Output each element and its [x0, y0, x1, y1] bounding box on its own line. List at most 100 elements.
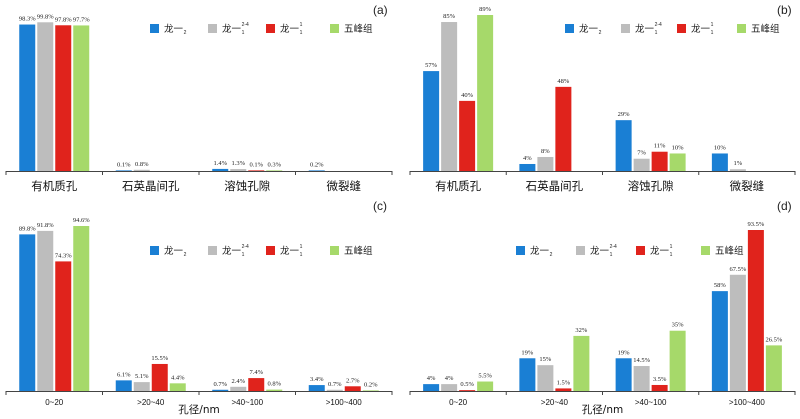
panel-label: (b): [777, 3, 792, 17]
category-label: >40~100: [231, 398, 263, 407]
bar: [326, 389, 343, 391]
panel-3: 4% 4%0.5%5.5%0~2019%15%1.5%32%>20~4019%14…: [409, 199, 796, 416]
bar: [633, 158, 650, 171]
legend-label: 龙一: [691, 23, 711, 35]
bar: [441, 384, 458, 391]
legend-label-superscript: 2-4: [242, 244, 249, 250]
bar: [55, 25, 72, 171]
data-label: 11%: [654, 143, 666, 150]
bar: [37, 22, 54, 171]
legend-swatch: [565, 24, 574, 33]
data-label: 10%: [714, 144, 727, 151]
data-label: 0.3%: [267, 161, 281, 168]
data-label: 0.2%: [364, 381, 378, 388]
data-label: 57%: [425, 62, 438, 69]
legend-swatch: [516, 246, 525, 255]
bar: [747, 230, 764, 391]
category-label: >100~400: [729, 398, 766, 407]
bar: [169, 383, 186, 391]
data-label: 40%: [461, 92, 474, 99]
panel-label: (d): [777, 199, 792, 213]
data-label: 5.1%: [135, 373, 149, 380]
legend-label: 龙一: [530, 245, 550, 257]
bar: [711, 153, 728, 171]
bar: [73, 226, 90, 391]
bar: [477, 381, 494, 391]
panel-2: 89.8% 91.8% 74.3% 94.6% 0~20 6.1% 5.1% 15.5% 4.4…: [5, 199, 393, 416]
data-label: 1.4%: [213, 160, 227, 167]
data-label: 2.4%: [231, 378, 245, 385]
data-label: 91.8%: [37, 222, 54, 229]
category-label: >20~40: [137, 398, 165, 407]
data-label: 0.2%: [310, 161, 324, 168]
bar: [248, 378, 265, 391]
bar: [73, 25, 90, 171]
data-label: 15.5%: [151, 355, 168, 362]
x-axis-title: 孔径/nm: [582, 403, 623, 416]
data-label: 29%: [618, 111, 631, 118]
bar: [555, 86, 572, 171]
legend-swatch: [208, 246, 217, 255]
legend-label-subscript: 1: [300, 30, 303, 36]
legend: 龙一 2 龙一 2-41 龙一 11 五峰组: [565, 22, 780, 36]
bar: [423, 71, 440, 171]
bar: [212, 168, 229, 171]
legend-label: 五峰组: [344, 245, 373, 257]
legend-swatch: [208, 24, 217, 33]
bar: [266, 389, 283, 391]
legend-label: 龙一: [590, 245, 610, 257]
panel-label: (c): [373, 199, 387, 213]
bar: [115, 380, 132, 391]
data-label: 98.3%: [19, 16, 36, 23]
panel-0: 98.3% 99.8% 97.8% 97.7% 有机质孔 0.1% 0.8% 石英晶间孔 1.4…: [5, 3, 393, 193]
legend-label-subscript: 1: [610, 252, 613, 258]
data-label: 48%: [557, 78, 570, 85]
legend-swatch: [701, 246, 710, 255]
legend: 龙一 2 龙一 2-41 龙一 11 五峰组: [150, 22, 373, 36]
data-label: 10%: [672, 144, 685, 151]
bar: [248, 170, 265, 171]
data-label: 1.5%: [557, 379, 571, 386]
bar: [344, 386, 361, 391]
legend-label: 龙一: [635, 23, 655, 35]
legend-swatch: [737, 24, 746, 33]
legend-swatch: [677, 24, 686, 33]
legend-label-subscript: 1: [670, 252, 673, 258]
bar: [423, 384, 440, 391]
data-label: 32%: [575, 327, 588, 334]
data-label: 3.5%: [653, 376, 667, 383]
legend-swatch: [330, 246, 339, 255]
legend-label-subscript: 2: [184, 252, 187, 258]
data-label: 14.5%: [633, 357, 650, 364]
data-label: 0.5%: [460, 381, 474, 388]
bar: [308, 385, 325, 391]
bar: [459, 100, 476, 171]
bar: [537, 156, 554, 171]
legend-label-subscript: 2: [184, 30, 187, 36]
bar: [711, 291, 728, 391]
legend: 龙一 2 龙一 2-41 龙一 11 五峰组: [150, 244, 373, 258]
data-label: 74.3%: [55, 252, 72, 259]
legend-label-subscript: 1: [711, 30, 714, 36]
category-label: 有机质孔: [435, 179, 481, 193]
legend-label: 龙一: [280, 245, 300, 257]
legend-swatch: [576, 246, 585, 255]
legend-label-superscript: 2-4: [242, 22, 249, 28]
bar: [555, 388, 572, 391]
bar: [115, 170, 132, 171]
data-label: 35%: [672, 322, 685, 329]
bar: [519, 358, 536, 391]
bar: [729, 169, 746, 171]
legend-label-superscript: 1: [670, 244, 673, 250]
legend-swatch: [266, 24, 275, 33]
category-label: 溶蚀孔隙: [224, 179, 270, 193]
legend-label-subscript: 1: [242, 30, 245, 36]
bar: [362, 390, 379, 391]
x-axis-title: 孔径/nm: [178, 403, 219, 416]
data-label: 5.5%: [478, 373, 492, 380]
bar: [151, 363, 168, 391]
data-label: 0.1%: [117, 161, 131, 168]
legend-label: 龙一: [650, 245, 670, 257]
data-label: 0.7%: [213, 381, 227, 388]
